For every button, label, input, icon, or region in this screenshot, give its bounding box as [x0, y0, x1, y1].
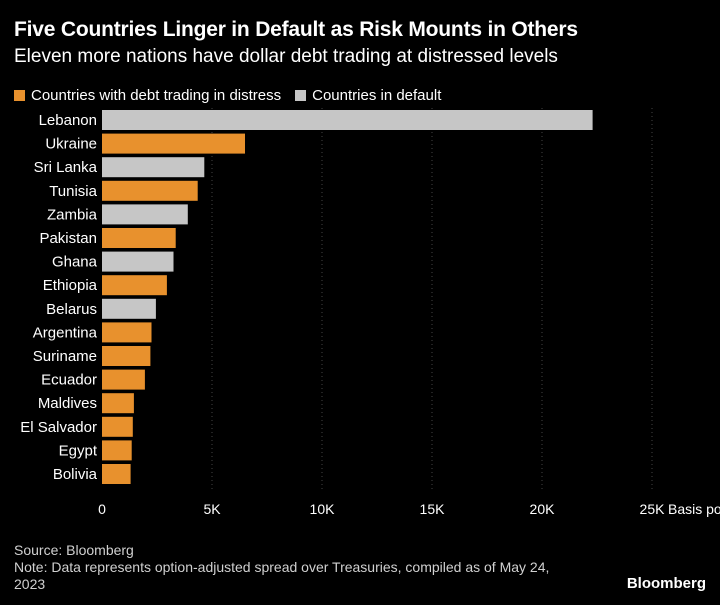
bar-maldives [102, 393, 134, 414]
bar-lebanon [102, 110, 593, 130]
category-label: Lebanon [39, 112, 97, 129]
chart-title: Five Countries Linger in Default as Risk… [14, 18, 578, 41]
bar-zambia [102, 204, 188, 225]
bar-ecuador [102, 369, 145, 390]
legend-label-distress: Countries with debt trading in distress [31, 87, 282, 104]
category-label: Ethiopia [43, 277, 98, 294]
bar-pakistan [102, 228, 176, 248]
footer: Source: Bloomberg Note: Data represents … [14, 542, 574, 593]
chart-subtitle: Eleven more nations have dollar debt tra… [14, 46, 558, 67]
bar-sri-lanka [102, 157, 205, 178]
bar-ethiopia [102, 275, 167, 296]
category-label: Argentina [33, 324, 98, 341]
legend: Countries with debt trading in distress … [14, 87, 455, 104]
x-tick-label: 20K [530, 501, 556, 517]
bar-argentina [102, 322, 152, 343]
legend-swatch-distress [14, 90, 25, 101]
category-label: Egypt [59, 442, 98, 459]
x-axis-label: Basis points [668, 501, 720, 517]
legend-swatch-default [295, 90, 307, 101]
category-label: Belarus [46, 301, 97, 318]
category-label: Pakistan [39, 230, 97, 247]
x-tick-label: 5K [203, 501, 221, 517]
bar-ukraine [102, 133, 245, 154]
bar-el-salvador [102, 416, 133, 437]
category-label: Suriname [33, 348, 97, 365]
x-tick-label: 10K [310, 501, 336, 517]
bar-bolivia [102, 464, 131, 484]
bar-belarus [102, 298, 156, 319]
x-tick-label: 15K [420, 501, 446, 517]
category-label: Maldives [38, 395, 97, 412]
legend-item-distress: Countries with debt trading in distress [14, 87, 281, 104]
bar-suriname [102, 346, 151, 366]
category-label: Ecuador [41, 372, 97, 389]
category-label: Ukraine [45, 136, 97, 153]
legend-item-default: Countries in default [295, 87, 441, 104]
bar-chart: Lebanon Ukraine Sri Lanka Tunisia Zambia Paki… [20, 108, 720, 517]
bloomberg-logo: Bloomberg [626, 575, 706, 592]
category-label: Bolivia [53, 466, 98, 483]
bar-tunisia [102, 180, 198, 201]
x-tick-label: 25K [640, 501, 666, 517]
bar-ghana [102, 251, 174, 272]
bar-egypt [102, 440, 132, 461]
source-note: Source: Bloomberg [14, 542, 134, 558]
category-label: Ghana [52, 254, 98, 271]
category-label: El Salvador [20, 419, 97, 436]
category-label: Sri Lanka [34, 159, 98, 176]
category-label: Tunisia [49, 183, 97, 200]
data-note: Note: Data represents option-adjusted sp… [14, 559, 550, 592]
legend-label-default: Countries in default [312, 87, 442, 104]
x-tick-label: 0 [98, 501, 106, 517]
category-label: Zambia [47, 206, 98, 223]
